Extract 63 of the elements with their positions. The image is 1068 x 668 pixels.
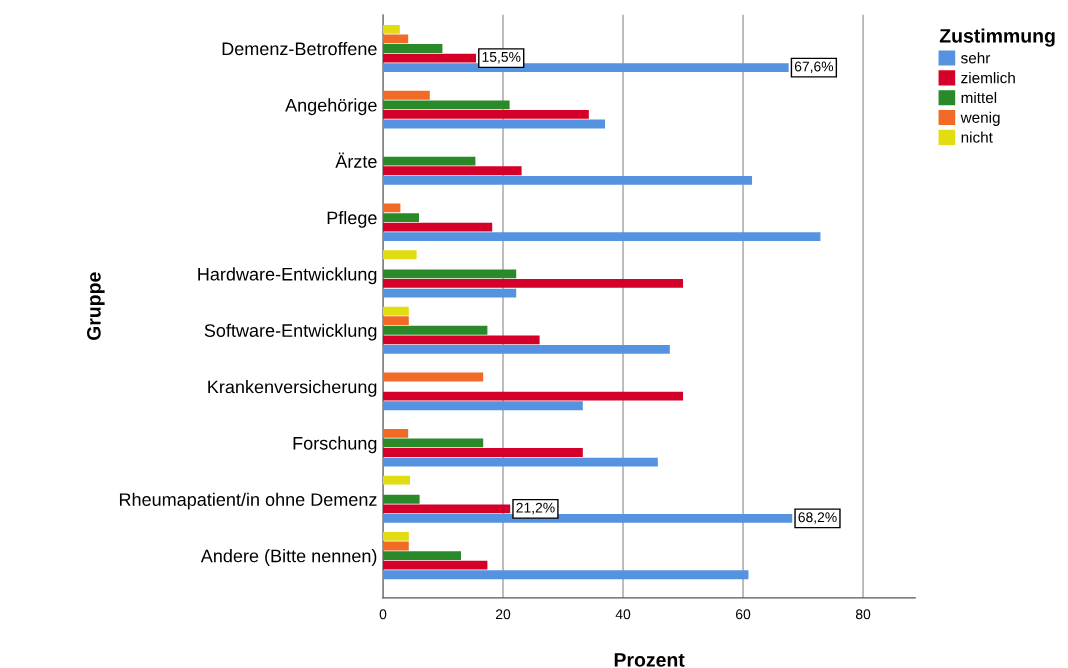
legend-label: wenig (960, 111, 1000, 126)
y-axis-title: Gruppe (86, 272, 105, 341)
bar (382, 279, 684, 288)
bar (382, 24, 400, 34)
x-tick-label: 80 (855, 609, 871, 620)
legend-label: ziemlich (961, 72, 1015, 84)
bar (382, 494, 420, 504)
y-tick-label: Software-Entwicklung (204, 323, 377, 341)
bar (382, 156, 476, 166)
bar (382, 344, 670, 354)
bar (382, 119, 606, 129)
bar (382, 401, 583, 411)
y-tick-label: Demenz-Betroffene (222, 41, 377, 56)
bar (382, 475, 410, 485)
y-tick-label: Pflege (327, 210, 377, 228)
data-label: 21,2% (516, 502, 555, 515)
bar (382, 288, 517, 298)
bar (382, 325, 488, 335)
bar (382, 457, 658, 467)
bar (382, 316, 409, 326)
bar (382, 438, 484, 448)
bar (382, 44, 443, 53)
bar (382, 532, 409, 541)
bar (382, 166, 522, 176)
bar (382, 222, 493, 232)
x-axis-title: Prozent (614, 653, 685, 667)
bar (382, 34, 409, 44)
legend-label: mittel (961, 91, 997, 104)
x-tick-label: 40 (615, 609, 631, 620)
data-label: 68,2% (798, 512, 837, 524)
y-tick-label: Rheumapatient/in ohne Demenz (119, 492, 377, 510)
bar (382, 551, 461, 561)
bar (382, 428, 409, 438)
y-tick-label: Hardware-Entwicklung (198, 267, 377, 285)
legend-label: nicht (961, 131, 993, 143)
bar (382, 213, 419, 222)
bar (382, 90, 430, 100)
data-label: 15,5% (482, 52, 521, 64)
bar (382, 335, 540, 345)
bar (382, 541, 409, 551)
bar (382, 372, 484, 382)
y-tick-label: Ärzte (335, 152, 377, 168)
bar (382, 100, 510, 110)
y-tick-label: Andere (Bitte nennen) (200, 549, 377, 566)
bar (382, 232, 821, 242)
x-tick-label: 20 (495, 609, 511, 620)
x-tick-label: 0 (379, 609, 387, 620)
bar (382, 250, 417, 260)
bar (382, 570, 749, 580)
y-tick-label: Forschung (293, 436, 377, 454)
data-label: 67,6% (794, 61, 834, 74)
y-tick-label: Krankenversicherung (208, 380, 377, 397)
bar (382, 269, 517, 279)
y-tick-label: Angehörige (285, 98, 377, 116)
legend-title: Zustimmung (939, 28, 1055, 47)
bar (382, 391, 684, 401)
bar (382, 306, 409, 316)
x-tick-label: 60 (736, 609, 751, 620)
bar (382, 175, 753, 185)
bar (382, 560, 488, 570)
bar (382, 110, 589, 119)
bar (382, 448, 583, 457)
legend-label: sehr (961, 52, 991, 64)
